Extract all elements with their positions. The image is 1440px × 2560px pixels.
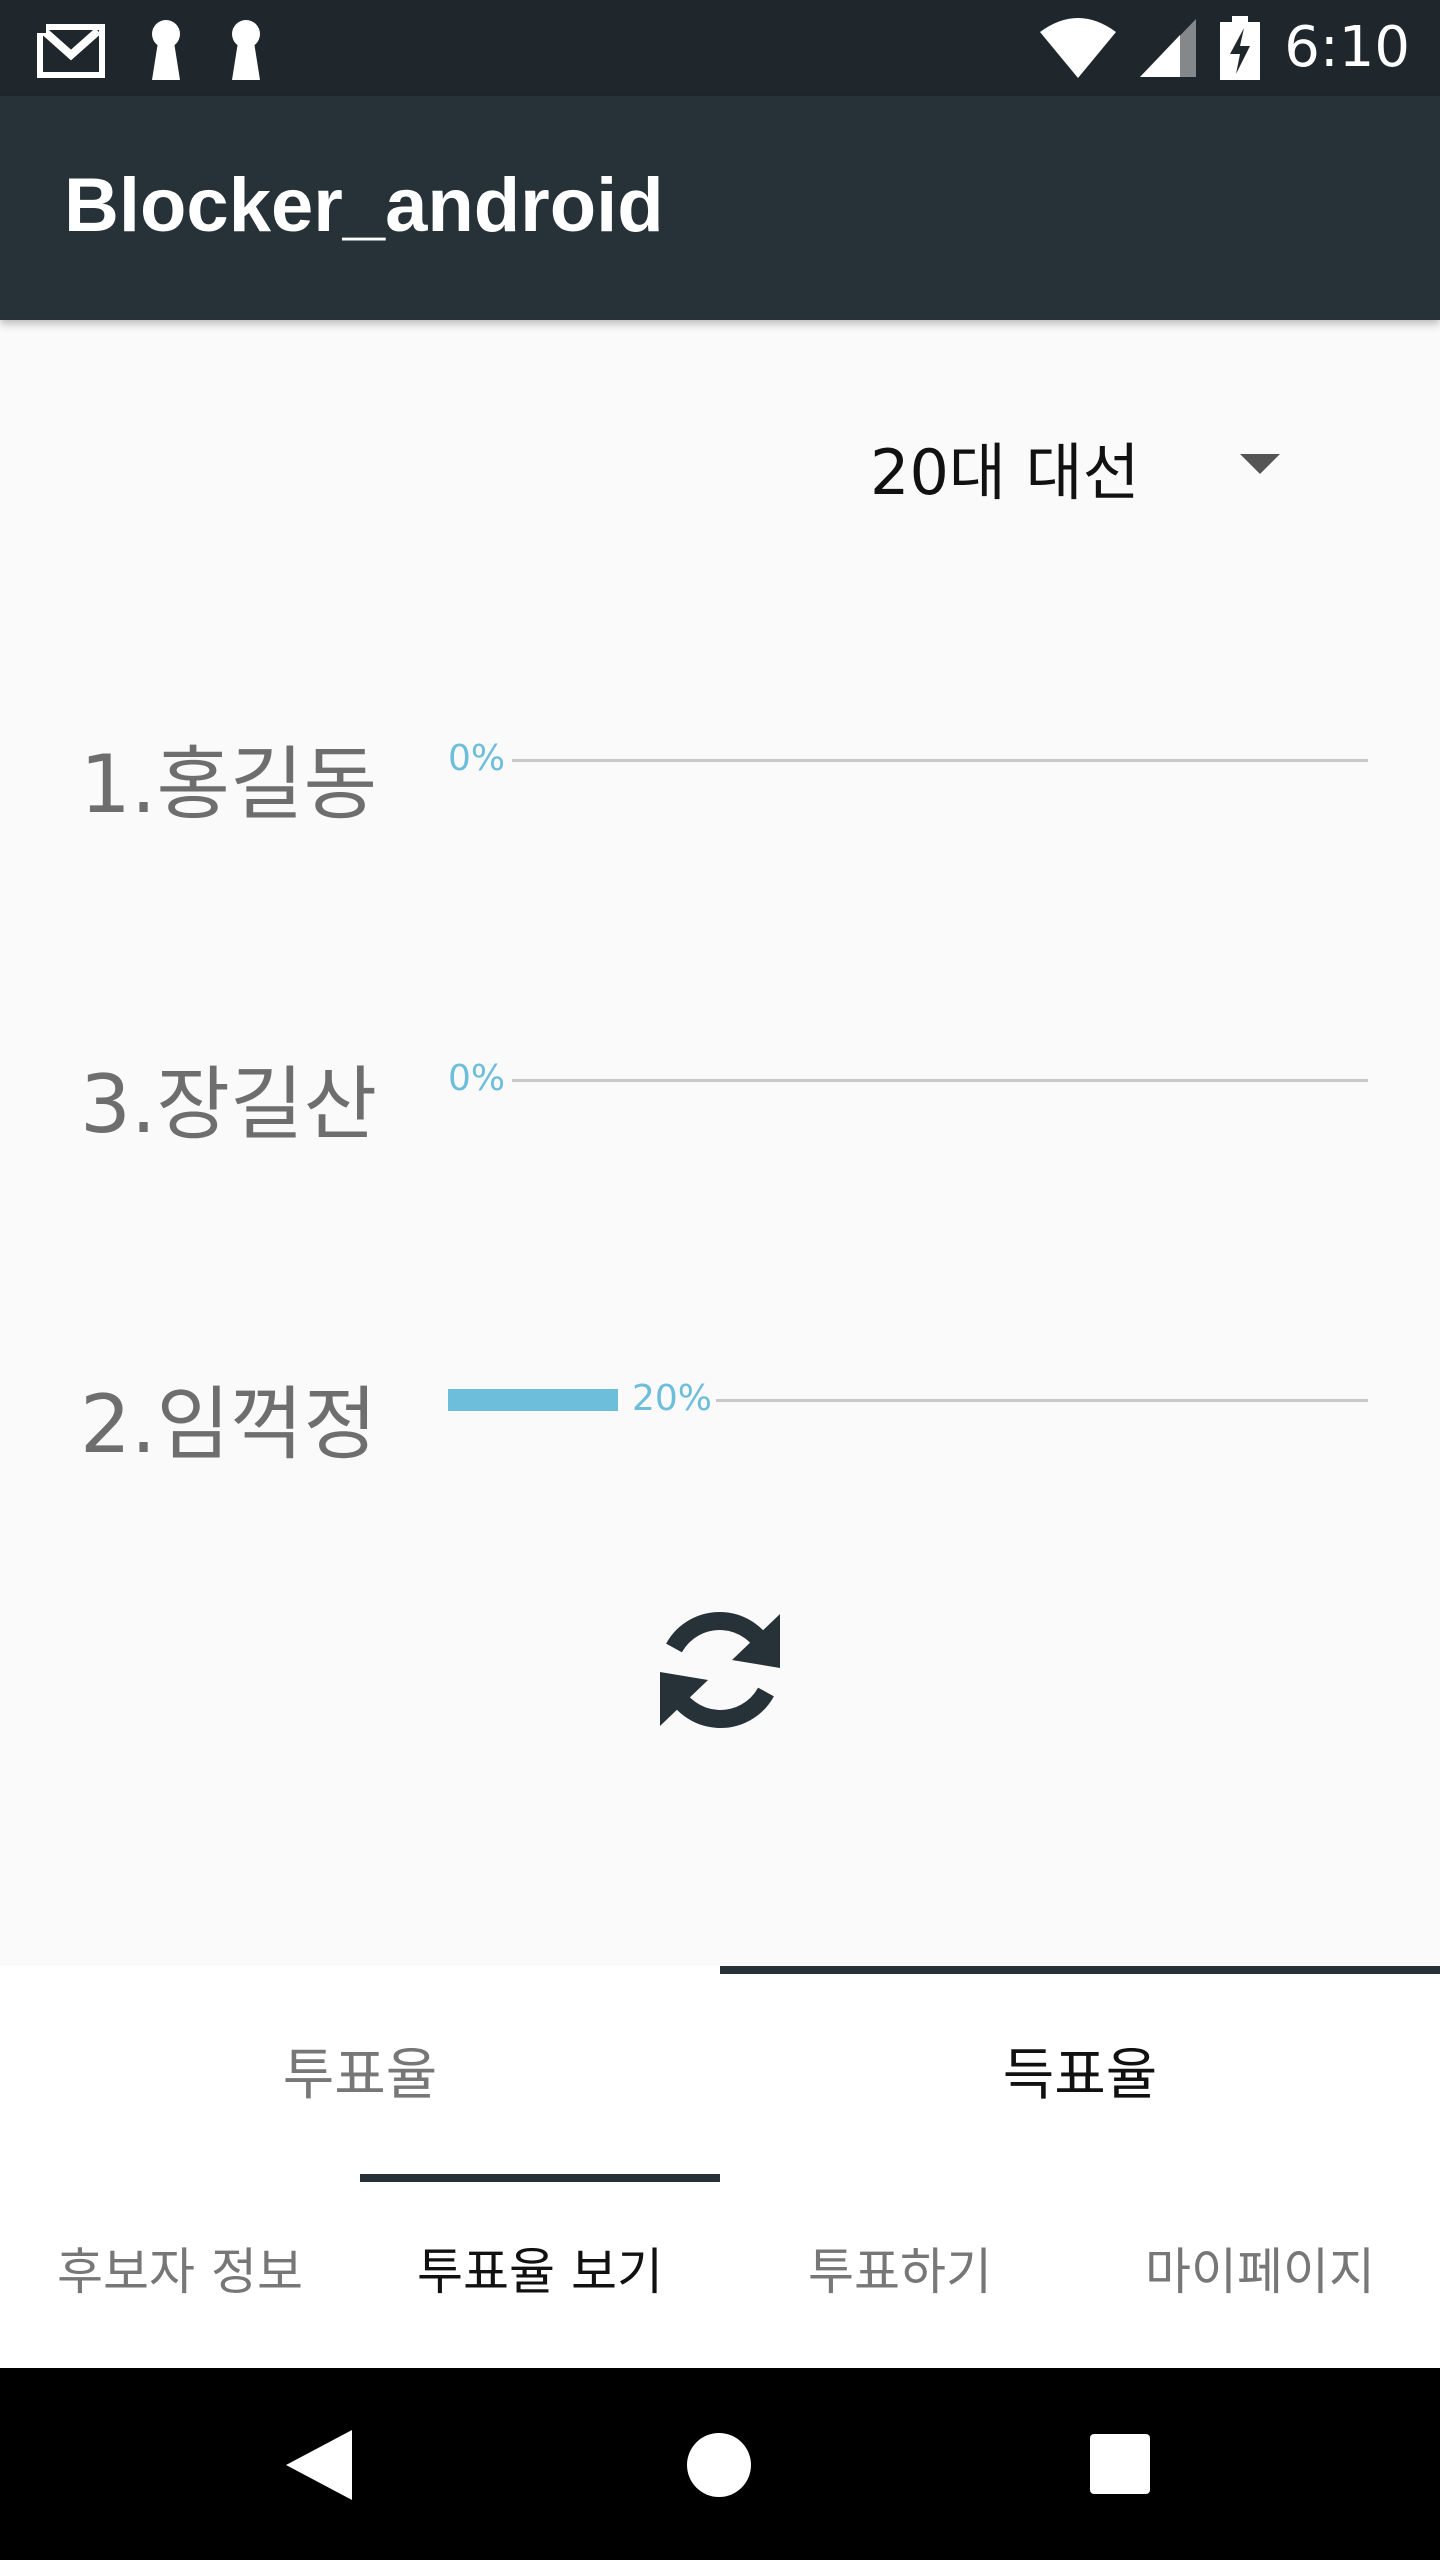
result-row: 1.홍길동 0% xyxy=(0,700,1440,831)
refresh-button[interactable] xyxy=(640,1590,800,1750)
progress-bar: 0% xyxy=(448,1020,1368,1140)
gmail-icon xyxy=(36,19,105,78)
progress-bar: 20% xyxy=(448,1340,1368,1460)
nav-label: 투표하기 xyxy=(808,2243,992,2301)
status-bar: 6:10 xyxy=(0,0,1440,96)
candidate-label: 1.홍길동 xyxy=(80,738,378,831)
candidate-label: 2.임꺽정 xyxy=(80,1378,378,1471)
recents-icon[interactable] xyxy=(1090,2434,1150,2494)
keyhole-icon xyxy=(152,20,180,80)
tab-bar: 투표율 득표율 xyxy=(0,1966,1440,2174)
status-time: 6:10 xyxy=(1284,15,1410,80)
tab-indicator xyxy=(720,1966,1440,1974)
election-spinner[interactable]: 20대 대선 xyxy=(850,410,1310,520)
nav-candidate-info[interactable]: 후보자 정보 xyxy=(0,2174,360,2368)
nav-my-page[interactable]: 마이페이지 xyxy=(1080,2174,1440,2368)
percent-label: 0% xyxy=(448,738,506,779)
candidate-label: 3.장길산 xyxy=(80,1058,378,1151)
nav-active-indicator xyxy=(360,2174,720,2182)
tab-label: 득표율 xyxy=(1002,2043,1158,2108)
progress-track xyxy=(512,759,1368,762)
home-icon[interactable] xyxy=(686,2432,752,2498)
spinner-selected-value: 20대 대선 xyxy=(870,436,1140,509)
progress-track xyxy=(716,1399,1368,1402)
refresh-icon xyxy=(660,1612,780,1728)
result-row: 3.장길산 0% xyxy=(0,1020,1440,1151)
tab-vote-share[interactable]: 득표율 xyxy=(720,1966,1440,2174)
system-navigation-bar xyxy=(0,2368,1440,2560)
nav-label: 후보자 정보 xyxy=(57,2243,303,2301)
nav-vote[interactable]: 투표하기 xyxy=(720,2174,1080,2368)
tab-label: 투표율 xyxy=(282,2043,438,2108)
signal-icon xyxy=(1140,19,1197,77)
tab-turnout[interactable]: 투표율 xyxy=(0,1966,720,2174)
progress-fill xyxy=(448,1389,618,1411)
nav-view-turnout[interactable]: 투표율 보기 xyxy=(360,2174,720,2368)
app-bar: Blocker_android xyxy=(0,96,1440,320)
percent-label: 0% xyxy=(448,1058,506,1099)
bottom-navigation: 후보자 정보 투표율 보기 투표하기 마이페이지 xyxy=(0,2174,1440,2368)
nav-label: 마이페이지 xyxy=(1145,2243,1375,2301)
dropdown-arrow-icon xyxy=(1240,454,1280,474)
result-row: 2.임꺽정 20% xyxy=(0,1340,1440,1471)
keyhole-icon xyxy=(232,20,260,80)
progress-bar: 0% xyxy=(448,700,1368,820)
percent-label: 20% xyxy=(632,1378,713,1419)
nav-label: 투표율 보기 xyxy=(417,2243,663,2301)
app-title: Blocker_android xyxy=(64,163,664,248)
battery-charging-icon xyxy=(1220,16,1261,80)
back-icon[interactable] xyxy=(286,2430,352,2500)
progress-track xyxy=(512,1079,1368,1082)
wifi-icon xyxy=(1040,18,1117,78)
